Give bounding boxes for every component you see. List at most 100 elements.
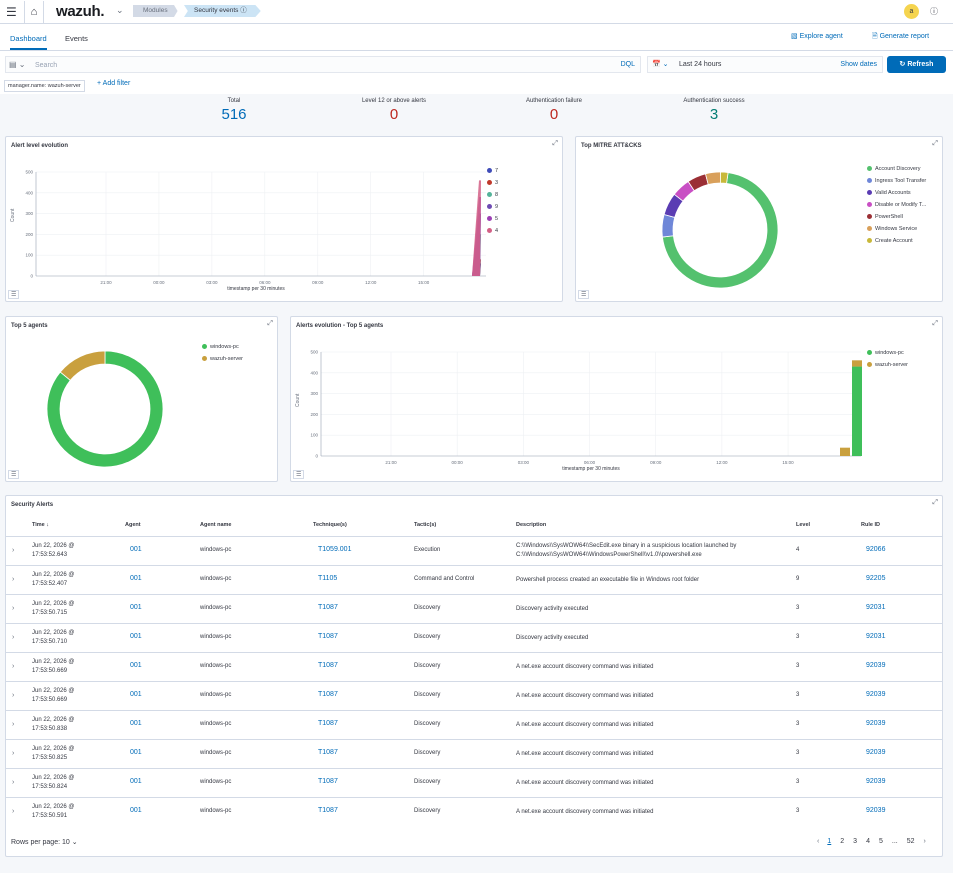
page-number[interactable]: 4: [866, 838, 870, 845]
technique-link[interactable]: T1087: [318, 604, 338, 611]
rule-id-link[interactable]: 92039: [866, 720, 886, 727]
donut-slice[interactable]: [661, 214, 676, 238]
hamburger-icon[interactable]: ☰: [6, 5, 17, 19]
expand-icon[interactable]: ⤢: [932, 320, 938, 327]
column-header-level[interactable]: Level: [796, 522, 811, 528]
tab-events[interactable]: Events: [65, 34, 88, 43]
expand-row-icon[interactable]: ›: [12, 576, 15, 583]
page-number[interactable]: 1: [827, 838, 832, 845]
expand-icon[interactable]: ⤢: [267, 320, 273, 327]
expand-row-icon[interactable]: ›: [12, 663, 15, 670]
expand-row-icon[interactable]: ›: [12, 750, 15, 757]
show-dates-button[interactable]: Show dates: [840, 61, 877, 68]
saved-query-icon[interactable]: ▤ ⌄: [9, 60, 26, 69]
technique-link[interactable]: T1087: [318, 778, 338, 785]
breadcrumb-security-events[interactable]: Security events ⓘ: [184, 5, 261, 17]
column-header-description[interactable]: Description: [516, 522, 547, 528]
rule-id-link[interactable]: 92039: [866, 778, 886, 785]
rule-id-link[interactable]: 92031: [866, 633, 886, 640]
legend-item[interactable]: wazuh-server: [202, 356, 243, 362]
rule-id-link[interactable]: 92039: [866, 662, 886, 669]
legend-item[interactable]: windows-pc: [867, 350, 904, 356]
legend-toggle-icon[interactable]: ☰: [293, 470, 305, 479]
technique-link[interactable]: T1087: [318, 749, 338, 756]
agent-link[interactable]: 001: [130, 778, 142, 785]
agent-link[interactable]: 001: [130, 691, 142, 698]
column-header-techniques[interactable]: Technique(s): [313, 522, 347, 528]
home-icon[interactable]: ⌂: [24, 1, 44, 23]
legend-item[interactable]: wazuh-server: [867, 362, 908, 368]
expand-row-icon[interactable]: ›: [12, 605, 15, 612]
technique-link[interactable]: T1087: [318, 807, 338, 814]
page-number[interactable]: 5: [878, 838, 883, 845]
table-row[interactable]: › Jun 22, 2026 @ 17:53:50.669 001 windows…: [6, 681, 942, 710]
legend-item[interactable]: 8: [487, 192, 498, 198]
wazuh-logo[interactable]: wazuh.: [56, 3, 105, 20]
breadcrumb-modules[interactable]: Modules: [133, 5, 178, 17]
explore-agent-button[interactable]: ▧ Explore agent: [791, 32, 843, 40]
avatar[interactable]: a: [904, 4, 919, 19]
prev-page-icon[interactable]: ‹: [817, 838, 820, 845]
legend-item[interactable]: 5: [487, 216, 498, 222]
legend-item[interactable]: 4: [487, 228, 498, 234]
expand-icon[interactable]: ⤢: [552, 140, 558, 147]
donut-slice[interactable]: [46, 350, 164, 468]
legend-item[interactable]: windows-pc: [202, 344, 239, 350]
agent-link[interactable]: 001: [130, 633, 142, 640]
stat-auth-success[interactable]: Authentication success 3: [659, 98, 769, 123]
column-header-tactics[interactable]: Tactic(s): [414, 522, 437, 528]
stat-total[interactable]: Total 516: [179, 98, 289, 123]
expand-icon[interactable]: ⤢: [932, 499, 938, 506]
page-number[interactable]: ...: [891, 838, 898, 845]
legend-toggle-icon[interactable]: ☰: [578, 290, 590, 299]
technique-link[interactable]: T1087: [318, 691, 338, 698]
legend-toggle-icon[interactable]: ☰: [8, 290, 20, 299]
technique-link[interactable]: T1087: [318, 633, 338, 640]
page-number[interactable]: 2: [840, 838, 845, 845]
column-header-time[interactable]: Time ↓: [32, 522, 50, 528]
agent-link[interactable]: 001: [130, 807, 142, 814]
refresh-button[interactable]: ↻ Refresh: [887, 56, 946, 73]
legend-item[interactable]: Valid Accounts: [867, 190, 911, 196]
legend-item[interactable]: Disable or Modify T...: [867, 202, 926, 208]
agent-link[interactable]: 001: [130, 720, 142, 727]
page-number[interactable]: 3: [853, 838, 858, 845]
legend-toggle-icon[interactable]: ☰: [8, 470, 20, 479]
expand-row-icon[interactable]: ›: [12, 692, 15, 699]
bar[interactable]: [840, 447, 850, 456]
rule-id-link[interactable]: 92039: [866, 807, 886, 814]
agent-link[interactable]: 001: [130, 749, 142, 756]
expand-row-icon[interactable]: ›: [12, 779, 15, 786]
column-header-rule-id[interactable]: Rule ID: [861, 522, 880, 528]
donut-slice[interactable]: [704, 171, 721, 185]
table-row[interactable]: › Jun 22, 2026 @ 17:53:52.643 001 windows…: [6, 536, 942, 565]
expand-row-icon[interactable]: ›: [12, 808, 15, 815]
calendar-icon[interactable]: 📅 ⌄: [652, 61, 669, 68]
bar[interactable]: [852, 366, 862, 456]
expand-row-icon[interactable]: ›: [12, 721, 15, 728]
chevron-down-icon[interactable]: ⌄: [116, 5, 124, 15]
rule-id-link[interactable]: 92066: [866, 546, 886, 553]
table-row[interactable]: › Jun 22, 2026 @ 17:53:50.710 001 windows…: [6, 623, 942, 652]
help-icon[interactable]: ⓘ: [930, 7, 938, 16]
add-filter-button[interactable]: + Add filter: [97, 80, 131, 87]
column-header-agent[interactable]: Agent: [125, 522, 141, 528]
generate-report-button[interactable]: 🗎 Generate report: [872, 32, 929, 43]
table-row[interactable]: › Jun 22, 2026 @ 17:53:52.407 001 windows…: [6, 565, 942, 594]
donut-slice[interactable]: [59, 350, 106, 381]
donut-slice[interactable]: [720, 171, 729, 184]
stat-level12[interactable]: Level 12 or above alerts 0: [339, 98, 449, 123]
page-number[interactable]: 52: [906, 838, 915, 845]
search-input[interactable]: ▤ ⌄ Search DQL: [5, 56, 641, 73]
expand-row-icon[interactable]: ›: [12, 634, 15, 641]
legend-item[interactable]: PowerShell: [867, 214, 903, 220]
bar[interactable]: [852, 360, 862, 367]
tab-dashboard[interactable]: Dashboard: [10, 34, 47, 50]
rows-per-page-select[interactable]: Rows per page: 10 ⌄: [11, 838, 78, 846]
legend-item[interactable]: 9: [487, 204, 498, 210]
technique-link[interactable]: T1105: [318, 575, 338, 582]
technique-link[interactable]: T1059.001: [318, 546, 352, 553]
table-row[interactable]: › Jun 22, 2026 @ 17:53:50.825 001 windows…: [6, 739, 942, 768]
rule-id-link[interactable]: 92031: [866, 604, 886, 611]
rule-id-link[interactable]: 92205: [866, 575, 886, 582]
